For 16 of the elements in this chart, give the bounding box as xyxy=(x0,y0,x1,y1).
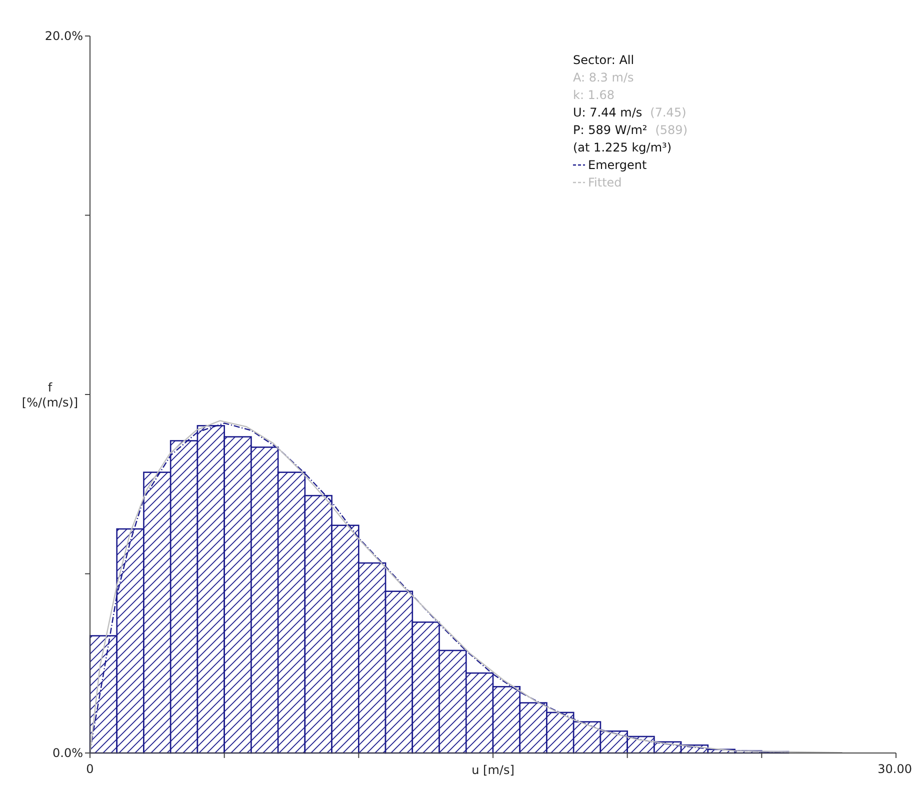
legend-label: Fitted xyxy=(588,176,622,190)
annotation: (at 1.225 kg/m³) xyxy=(573,140,672,154)
annotation: P: 589 W/m² xyxy=(573,123,648,137)
y-tick-label: 20.0% xyxy=(44,29,83,43)
legend-label: Emergent xyxy=(588,158,647,172)
y-tick-label: 0.0% xyxy=(52,746,83,760)
annotation: (7.45) xyxy=(650,106,686,120)
annotation: k: 1.68 xyxy=(573,88,615,102)
annotation: A: 8.3 m/s xyxy=(573,70,634,84)
x-tick-label: 30.00 xyxy=(878,762,912,776)
annotation: (589) xyxy=(655,123,688,137)
y-axis-title: f [%/(m/s)] xyxy=(22,380,78,410)
annotation: U: 7.44 m/s xyxy=(573,106,642,120)
x-tick-label: 0 xyxy=(86,762,94,776)
annotation: Sector: All xyxy=(573,53,634,67)
x-axis-title: u [m/s] xyxy=(472,763,514,777)
